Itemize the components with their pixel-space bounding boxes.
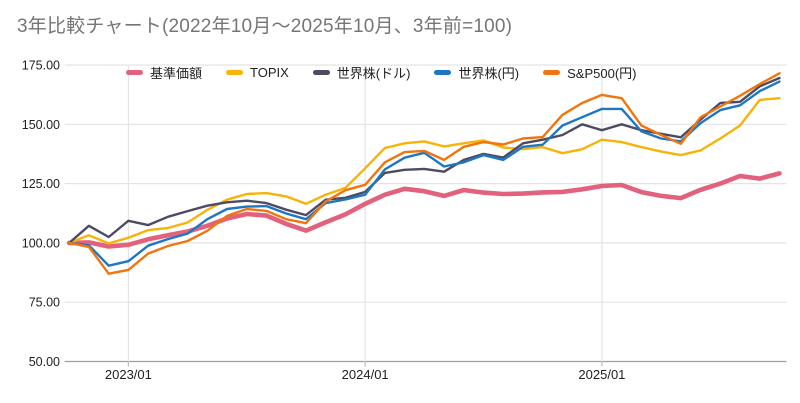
gridlines [64,64,787,367]
legend-item-sp500-jpy: S&P500(円) [543,63,637,82]
legend-label-sp500-jpy: S&P500(円) [567,66,637,81]
legend-swatch-icon-fund-nav [126,70,143,75]
legend-label-topix: TOPIX [250,65,289,80]
y-axis-tick-label: 150.00 [22,118,60,132]
y-axis-tick-label: 50.00 [29,355,60,369]
y-axis-tick-label: 175.00 [22,59,60,73]
legend-swatch-icon-topix [226,70,244,75]
y-axis-tick-label: 75.00 [29,296,60,310]
legend-swatch-icon-world-jpy [434,70,452,75]
y-axis-tick-label: 125.00 [22,177,60,191]
legend-label-fund-nav: 基準価額 [150,66,203,81]
series-line-world-jpy [67,80,781,267]
legend-label-world-jpy: 世界株(円) [458,66,520,81]
legend-item-topix: TOPIX [226,65,289,80]
chart-title: 3年比較チャート(2022年10月〜2025年10月、3年前=100) [17,16,513,37]
y-axis-tick-label: 100.00 [22,236,60,250]
legend-swatch-icon-sp500-jpy [543,70,561,75]
x-axis-tick-label: 2023/01 [105,367,152,382]
x-axis-tick-label: 2025/01 [578,367,625,382]
legend-item-fund-nav: 基準価額 [126,63,202,82]
axis-labels: 50.00 75.00 100.00 125.00 150.00 175.00 2023/0… [22,59,626,383]
legend-label-world-usd: 世界株(ドル) [336,66,411,81]
series-lines [66,72,782,275]
legend-item-world-jpy: 世界株(円) [434,63,519,82]
legend-swatch-icon-world-usd [312,70,330,75]
series-line-fund-nav [66,171,782,249]
x-axis-tick-label: 2024/01 [342,367,389,382]
series-line-topix [67,96,781,245]
series-line-world-usd [67,76,781,245]
series-line-sp500-jpy [67,72,781,275]
chart-legend: 基準価額 TOPIX 世界株(ドル) 世界株(円) S&P500(円) [126,64,637,81]
legend-item-world-usd: 世界株(ドル) [312,63,411,82]
